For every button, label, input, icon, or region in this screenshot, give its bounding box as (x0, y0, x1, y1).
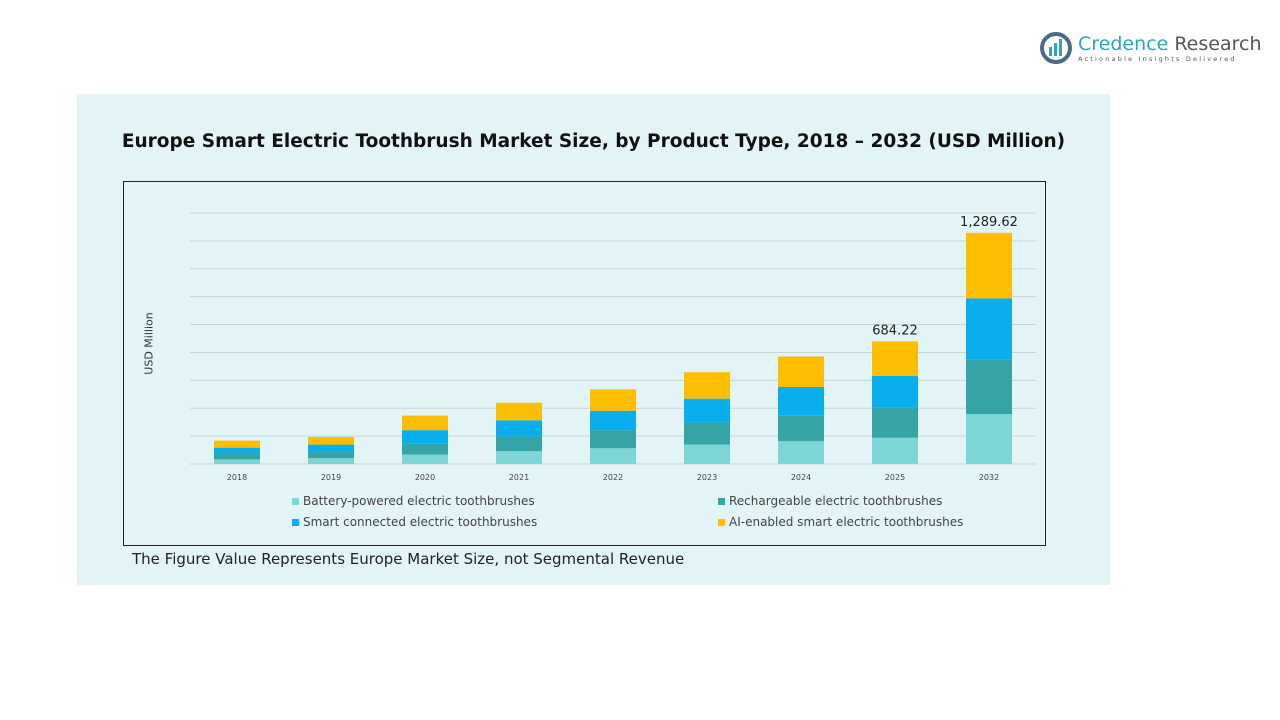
legend-swatch (718, 497, 725, 505)
bar-segment (590, 448, 636, 464)
bar-segment (872, 407, 918, 438)
footnote: The Figure Value Represents Europe Marke… (132, 550, 685, 568)
bar-segment (684, 422, 730, 445)
bar-segment (308, 458, 354, 464)
chart-frame (123, 181, 1046, 546)
bar-segment (308, 451, 354, 459)
x-tick-label: 2020 (415, 473, 435, 482)
bar-segment (684, 372, 730, 399)
x-tick-label: 2022 (603, 473, 623, 482)
bar-segment (496, 451, 542, 464)
chart-title: Europe Smart Electric Toothbrush Market … (121, 131, 1066, 152)
bar-segment (590, 410, 636, 431)
x-tick-label: 2025 (885, 473, 905, 482)
bar-segment (778, 386, 824, 416)
bar-segment (496, 402, 542, 421)
legend-label: AI-enabled smart electric toothbrushes (729, 515, 964, 529)
bar-segment (966, 359, 1012, 415)
legend-swatch (292, 518, 299, 526)
bar-segment (872, 341, 918, 376)
bar-segment (778, 415, 824, 442)
x-tick-label: 2021 (509, 473, 529, 482)
bar-segment (402, 415, 448, 431)
bar-segment (590, 430, 636, 449)
legend-item: Smart connected electric toothbrushes (292, 515, 537, 529)
bar-segment (684, 444, 730, 464)
x-tick-label: 2032 (979, 473, 999, 482)
bar-segment (402, 454, 448, 464)
bar-segment (308, 436, 354, 445)
chart-panel (77, 94, 1110, 585)
data-label: 684.22 (872, 323, 918, 338)
x-tick-label: 2024 (791, 473, 811, 482)
legend-swatch (718, 518, 725, 526)
bar-segment (402, 443, 448, 455)
bar-segment (966, 232, 1012, 299)
bar-segment (872, 375, 918, 408)
bar-segment (590, 389, 636, 411)
legend-label: Smart connected electric toothbrushes (303, 515, 538, 529)
bar-segment (778, 356, 824, 387)
legend-label: Battery-powered electric toothbrushes (303, 494, 535, 508)
bar-segment (308, 444, 354, 452)
bar-segment (214, 447, 260, 455)
legend-item: Rechargeable electric toothbrushes (718, 494, 942, 508)
bar-segment (214, 459, 260, 464)
logo-name: Credence Research (1078, 33, 1262, 55)
legend-item: AI-enabled smart electric toothbrushes (718, 515, 963, 529)
data-label: 1,289.62 (960, 215, 1018, 230)
bar-segment (778, 441, 824, 464)
logo-tagline: Actionable Insights Delivered (1078, 55, 1237, 63)
logo: Credence Research Actionable Insights De… (1040, 32, 1261, 64)
bar-segment (214, 454, 260, 460)
bar-segment (966, 298, 1012, 360)
legend-swatch (292, 497, 299, 505)
bar-segment (402, 430, 448, 444)
bar-segment (496, 420, 542, 437)
x-tick-label: 2023 (697, 473, 717, 482)
x-tick-label: 2018 (227, 473, 247, 482)
x-tick-label: 2019 (321, 473, 341, 482)
bar-segment (214, 440, 260, 448)
legend-item: Battery-powered electric toothbrushes (292, 494, 535, 508)
bar-segment (684, 398, 730, 423)
bar-segment (966, 414, 1012, 464)
bar-segment (496, 436, 542, 452)
logo-icon (1040, 32, 1072, 64)
legend-label: Rechargeable electric toothbrushes (729, 494, 943, 508)
bar-segment (872, 437, 918, 464)
